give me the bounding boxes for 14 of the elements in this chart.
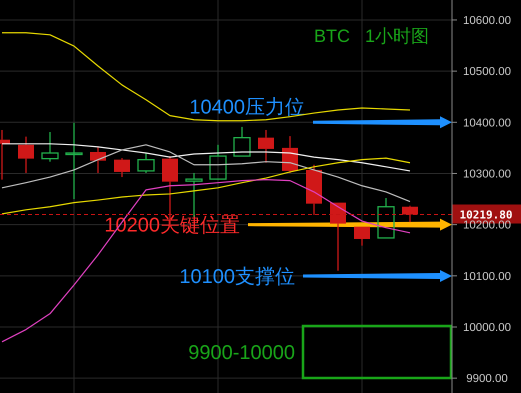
ref-line-label: 10219.80 — [460, 208, 512, 222]
y-tick-label: 10300.00 — [463, 168, 511, 180]
y-tick-label: 10400.00 — [463, 117, 511, 130]
line-series — [1, 179, 411, 342]
y-tick-label: 10600.00 — [463, 14, 511, 27]
annotation: 9900-10000 — [188, 342, 295, 364]
y-tick-label: 10000.00 — [463, 322, 511, 334]
y-tick-label: 10500.00 — [463, 66, 511, 78]
annotation: 10100支撑位 — [179, 266, 295, 288]
line-series — [1, 144, 411, 202]
y-tick-label: 9900.00 — [466, 373, 508, 386]
y-tick-label: 10100.00 — [463, 270, 511, 283]
annotation: 10400压力位 — [189, 96, 305, 118]
text: BTC 1小时图 — [314, 26, 429, 46]
